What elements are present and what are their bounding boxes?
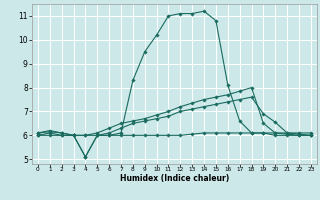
X-axis label: Humidex (Indice chaleur): Humidex (Indice chaleur) [120,174,229,183]
